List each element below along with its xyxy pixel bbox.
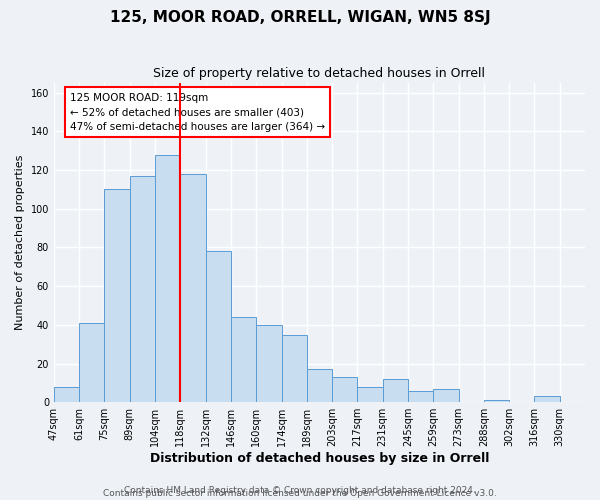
Bar [79, 323, 104, 402]
Bar [383, 379, 408, 402]
Bar [181, 174, 206, 402]
Title: Size of property relative to detached houses in Orrell: Size of property relative to detached ho… [154, 68, 485, 80]
Text: 125 MOOR ROAD: 119sqm
← 52% of detached houses are smaller (403)
47% of semi-det: 125 MOOR ROAD: 119sqm ← 52% of detached … [70, 92, 325, 132]
Bar [307, 370, 332, 402]
Bar [155, 154, 181, 402]
Bar [104, 190, 130, 402]
Bar [231, 317, 256, 402]
Text: Contains public sector information licensed under the Open Government Licence v3: Contains public sector information licen… [103, 488, 497, 498]
Bar [484, 400, 509, 402]
X-axis label: Distribution of detached houses by size in Orrell: Distribution of detached houses by size … [150, 452, 489, 465]
Bar [332, 377, 358, 402]
Bar [281, 334, 307, 402]
Bar [358, 386, 383, 402]
Text: 125, MOOR ROAD, ORRELL, WIGAN, WN5 8SJ: 125, MOOR ROAD, ORRELL, WIGAN, WN5 8SJ [110, 10, 490, 25]
Bar [130, 176, 155, 402]
Bar [408, 390, 433, 402]
Text: Contains HM Land Registry data © Crown copyright and database right 2024.: Contains HM Land Registry data © Crown c… [124, 486, 476, 495]
Y-axis label: Number of detached properties: Number of detached properties [15, 155, 25, 330]
Bar [256, 325, 281, 402]
Bar [535, 396, 560, 402]
Bar [54, 386, 79, 402]
Bar [433, 388, 458, 402]
Bar [206, 252, 231, 402]
